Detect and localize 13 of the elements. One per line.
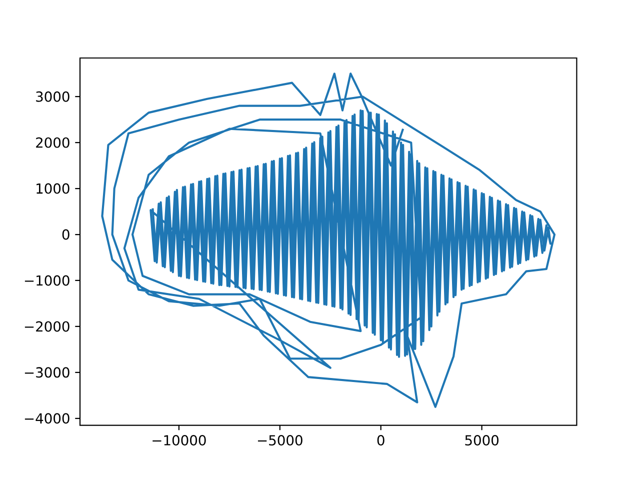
y-tick-label: 0 <box>62 229 70 240</box>
y-tick-label: −1000 <box>24 275 70 286</box>
x-tick-label: −5000 <box>258 435 302 446</box>
x-tick-label: −10000 <box>152 435 206 446</box>
y-tick-label: −2000 <box>24 321 70 332</box>
x-tick-label: 0 <box>377 435 384 446</box>
x-tick-label: 5000 <box>465 435 498 446</box>
line-series <box>101 72 556 408</box>
y-tick-label: 1000 <box>36 183 70 194</box>
y-tick-label: 3000 <box>36 91 70 102</box>
y-tick-label: −4000 <box>24 413 70 424</box>
y-tick-label: 2000 <box>36 137 70 148</box>
y-tick-label: −3000 <box>24 367 70 378</box>
